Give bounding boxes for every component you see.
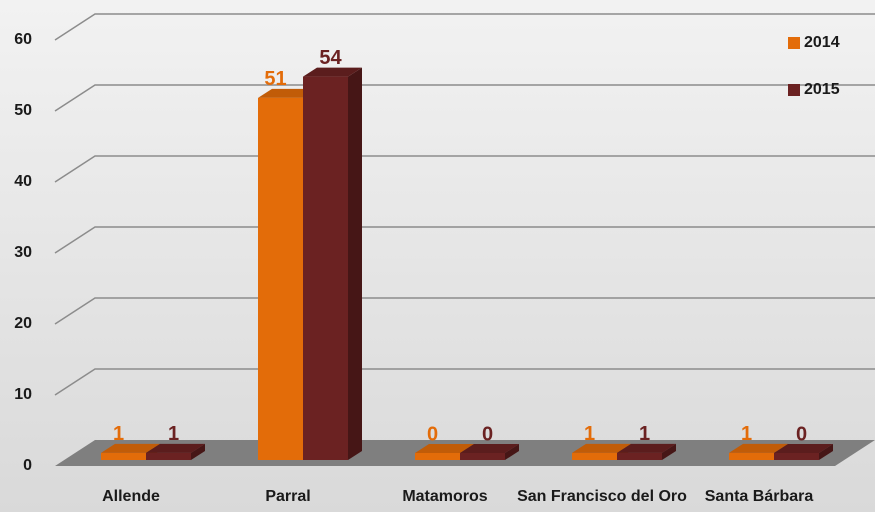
bar-top xyxy=(146,443,205,453)
grid-line xyxy=(54,226,875,254)
bar-front xyxy=(572,452,617,460)
bar-top xyxy=(729,443,788,453)
y-tick-label: 60 xyxy=(14,31,32,48)
grid-line xyxy=(54,155,875,183)
bar-front xyxy=(146,452,191,460)
bar-front xyxy=(460,453,505,460)
bar-front xyxy=(774,453,819,460)
bar xyxy=(774,444,833,460)
value-label: 1 xyxy=(168,423,179,445)
bar-top xyxy=(415,444,474,453)
grid-line xyxy=(54,13,875,41)
bar-top xyxy=(774,444,833,453)
value-label: 51 xyxy=(264,68,286,90)
bar-top xyxy=(460,444,519,453)
bar xyxy=(617,443,676,460)
bar-front xyxy=(303,76,348,460)
legend-label: 2014 xyxy=(804,34,840,51)
x-tick-label: Matamoros xyxy=(402,488,487,505)
bar-front xyxy=(258,97,303,461)
bar-front xyxy=(729,452,774,460)
bar-side xyxy=(819,444,833,460)
bar-front xyxy=(617,452,662,460)
bar-side xyxy=(348,67,362,460)
value-label: 1 xyxy=(741,423,752,445)
x-tick-label: San Francisco del Oro xyxy=(517,488,687,505)
value-label: 1 xyxy=(113,423,124,445)
bar xyxy=(303,67,362,460)
legend-swatch xyxy=(788,84,800,96)
y-tick-label: 0 xyxy=(23,457,32,474)
value-label: 0 xyxy=(796,423,807,445)
y-tick-label: 20 xyxy=(14,315,32,332)
bar-side xyxy=(505,444,519,460)
bar-side xyxy=(191,443,205,460)
grid-line xyxy=(54,368,875,396)
bar-top xyxy=(258,88,317,98)
grid-line xyxy=(54,84,875,112)
value-label: 0 xyxy=(482,423,493,445)
y-tick-label: 50 xyxy=(14,102,32,119)
bar-front xyxy=(415,453,460,460)
bar-top xyxy=(303,67,362,77)
x-tick-label: Parral xyxy=(265,488,310,505)
bar-top xyxy=(572,443,631,453)
legend-swatch xyxy=(788,37,800,49)
x-tick-label: Allende xyxy=(102,488,160,505)
bar-top xyxy=(617,443,676,453)
value-label: 0 xyxy=(427,423,438,445)
y-tick-label: 40 xyxy=(14,173,32,190)
y-tick-label: 30 xyxy=(14,244,32,261)
grid-line xyxy=(54,297,875,325)
bar xyxy=(460,444,519,460)
value-label: 54 xyxy=(319,47,342,69)
bar xyxy=(146,443,205,460)
bar-top xyxy=(101,443,160,453)
legend-label: 2015 xyxy=(804,81,840,98)
bar-front xyxy=(101,452,146,460)
bar-side xyxy=(662,443,676,460)
value-label: 1 xyxy=(584,423,595,445)
x-tick-label: Santa Bárbara xyxy=(705,488,814,505)
y-tick-label: 10 xyxy=(14,386,32,403)
value-label: 1 xyxy=(639,423,650,445)
